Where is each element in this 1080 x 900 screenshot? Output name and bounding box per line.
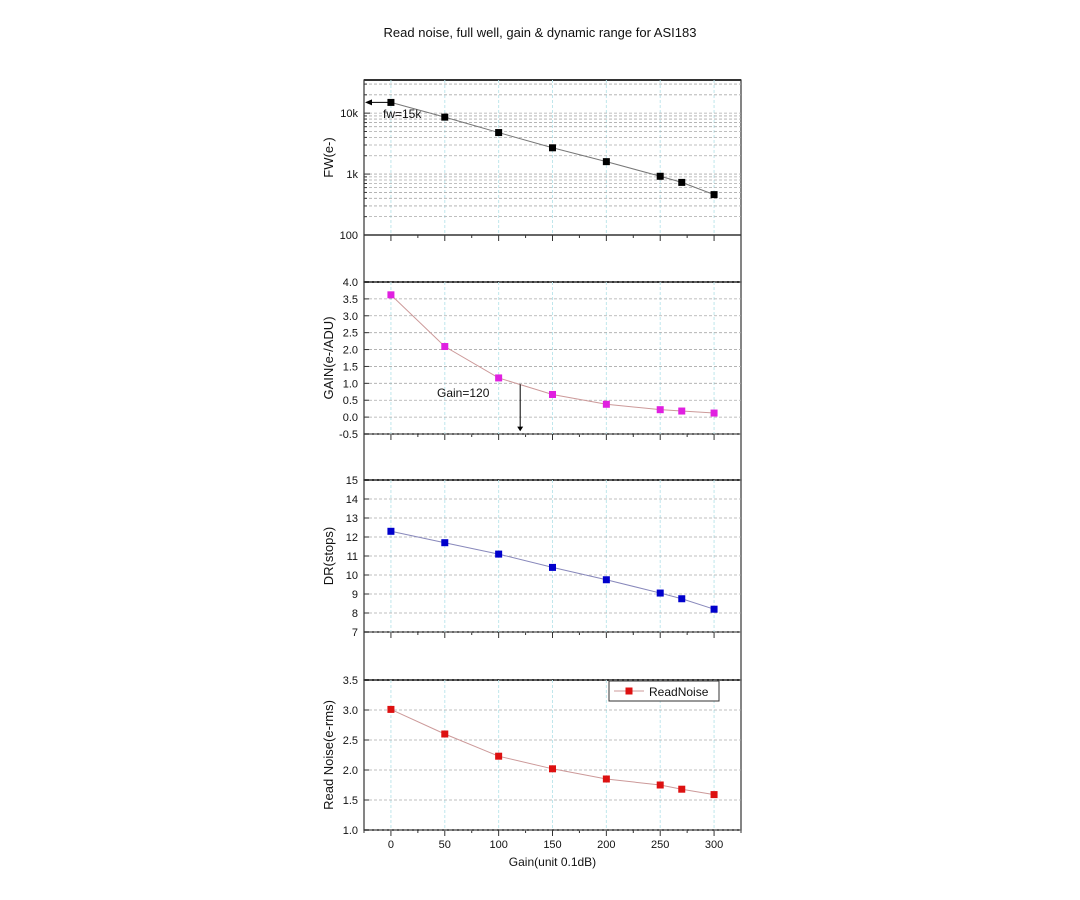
data-point-gain	[602, 400, 610, 408]
legend-label: ReadNoise	[649, 685, 709, 699]
y-tick-label: 13	[346, 513, 358, 525]
y-tick-label: 7	[352, 627, 358, 639]
x-tick-label: 200	[597, 839, 615, 851]
data-point-dr	[441, 539, 449, 547]
data-point-fw	[710, 191, 718, 199]
data-point-readnoise	[710, 791, 718, 799]
y-tick-label: -0.5	[339, 429, 358, 441]
x-tick-label: 250	[651, 839, 669, 851]
y-axis-label: FW(e-)	[321, 137, 336, 177]
y-tick-label: 10k	[340, 108, 358, 120]
data-point-readnoise	[495, 752, 503, 760]
y-tick-label: 1.0	[343, 825, 358, 837]
data-point-dr	[678, 595, 686, 603]
y-tick-label: 100	[340, 230, 358, 242]
y-tick-label: 9	[352, 589, 358, 601]
y-tick-label: 11	[347, 551, 358, 563]
data-point-fw	[441, 113, 449, 121]
data-point-gain	[549, 390, 556, 398]
data-point-fw	[549, 144, 556, 152]
y-tick-label: 1.5	[343, 795, 358, 807]
data-point-fw	[495, 129, 503, 137]
y-axis-label: DR(stops)	[321, 527, 336, 586]
y-tick-label: 2.5	[343, 735, 358, 747]
y-tick-label: 3.0	[343, 705, 358, 717]
y-tick-label: 0.0	[343, 412, 358, 424]
data-point-gain	[441, 343, 449, 351]
x-tick-label: 150	[543, 839, 561, 851]
data-point-dr	[549, 563, 556, 571]
y-tick-label: 1.0	[343, 378, 358, 390]
y-tick-label: 3.5	[343, 294, 358, 306]
x-axis-label: Gain(unit 0.1dB)	[509, 855, 596, 869]
series-line-dr	[390, 530, 715, 610]
y-tick-label: 3.0	[343, 311, 358, 323]
y-axis-label: GAIN(e-/ADU)	[321, 316, 336, 399]
data-point-readnoise	[441, 730, 449, 738]
y-tick-label: 12	[346, 532, 358, 544]
legend-box	[608, 680, 720, 702]
data-point-dr	[602, 576, 610, 584]
x-tick-label: 300	[705, 839, 723, 851]
y-tick-label: 1.5	[343, 361, 358, 373]
y-tick-label: 14	[346, 494, 358, 506]
data-point-gain	[656, 406, 664, 414]
fw-annotation: fw=15k	[383, 107, 422, 121]
x-tick-label: 0	[388, 839, 394, 851]
fw-arrow-head	[365, 99, 372, 106]
data-point-dr	[710, 605, 718, 613]
data-point-dr	[656, 589, 664, 597]
data-point-fw	[602, 158, 610, 166]
data-point-readnoise	[678, 785, 686, 793]
data-point-dr	[495, 550, 503, 558]
chart-title: Read noise, full well, gain & dynamic ra…	[383, 25, 697, 40]
data-point-readnoise	[387, 705, 395, 713]
x-tick-label: 50	[439, 839, 451, 851]
y-tick-label: 8	[352, 608, 358, 620]
panel-frame	[363, 281, 742, 481]
series-line-fw	[390, 101, 715, 196]
data-point-gain	[495, 374, 503, 382]
y-tick-label: 4.0	[343, 277, 358, 289]
y-tick-label: 2.0	[343, 345, 358, 357]
y-tick-label: 2.0	[343, 765, 358, 777]
gain-arrow-head	[517, 426, 524, 432]
y-tick-label: 0.5	[343, 395, 358, 407]
data-point-readnoise	[549, 765, 556, 773]
y-tick-label: 3.5	[343, 675, 358, 687]
x-tick-label: 100	[489, 839, 507, 851]
y-tick-label: 10	[346, 570, 358, 582]
data-point-readnoise	[602, 775, 610, 783]
series-line-gain	[390, 294, 715, 414]
data-point-dr	[387, 527, 395, 535]
y-axis-label: Read Noise(e-rms)	[321, 700, 336, 810]
data-point-gain	[678, 407, 686, 415]
y-tick-label: 15	[346, 475, 358, 487]
y-tick-label: 2.5	[343, 328, 358, 340]
data-point-readnoise	[656, 781, 664, 789]
data-point-gain	[387, 291, 395, 299]
y-tick-label: 1k	[346, 169, 358, 181]
data-point-fw	[678, 178, 686, 186]
gain-annotation: Gain=120	[437, 386, 490, 400]
data-point-fw	[656, 172, 664, 180]
legend-marker	[625, 687, 633, 695]
series-line-readnoise	[390, 708, 715, 796]
data-point-gain	[710, 409, 718, 417]
